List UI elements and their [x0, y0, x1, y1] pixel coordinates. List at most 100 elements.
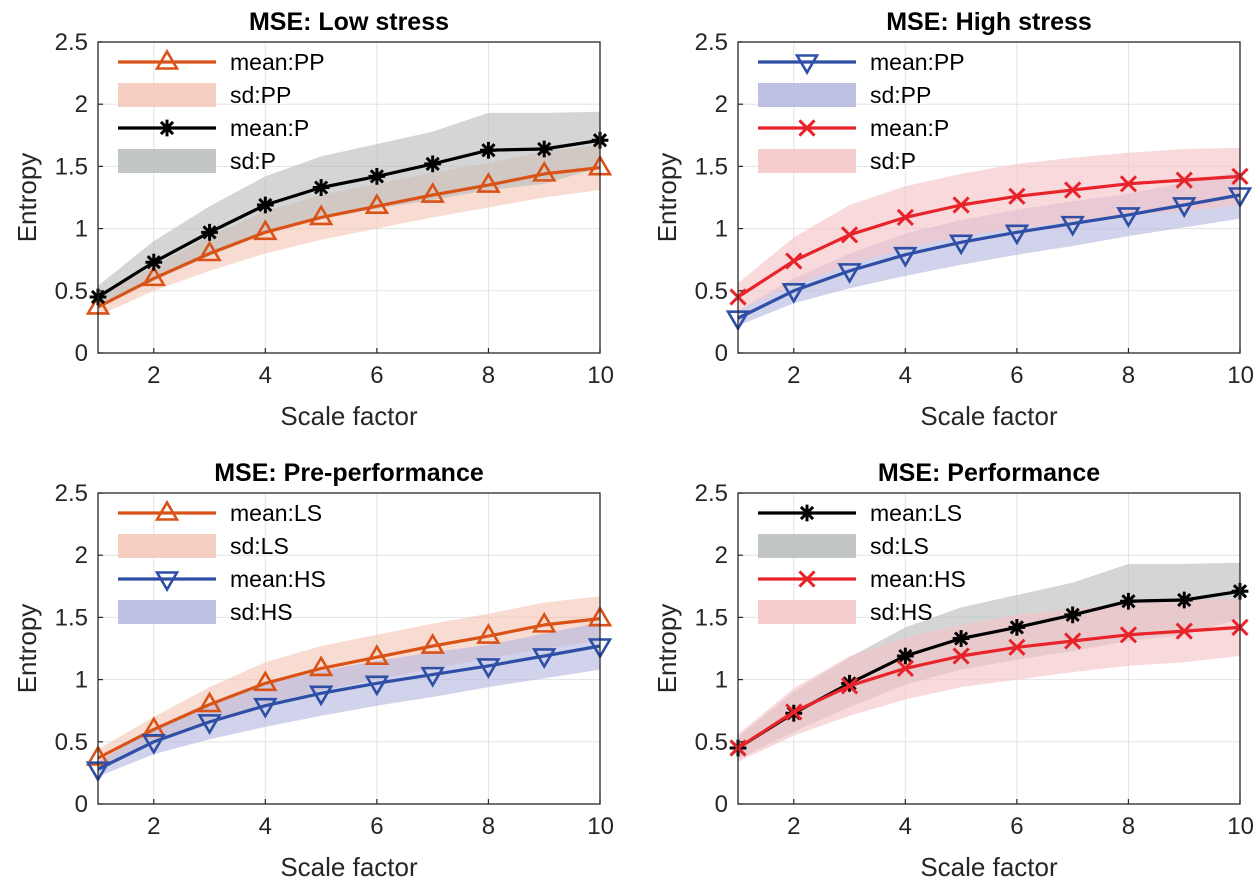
data-point-marker [1064, 181, 1082, 199]
y-tick-label: 1.5 [55, 604, 88, 631]
axes-frame [97, 41, 601, 354]
legend-swatch-sd-1 [758, 83, 856, 107]
data-point-marker [420, 632, 445, 654]
x-tick-label: 10 [1227, 813, 1254, 840]
data-point-marker [476, 622, 501, 644]
data-point-marker [952, 630, 970, 647]
legend-swatch-sd-2 [118, 600, 216, 624]
x-tick-label: 4 [899, 362, 912, 389]
y-tick-label: 1.5 [55, 153, 88, 180]
legend-swatch-sd-2 [758, 149, 856, 173]
x-tick-label: 2 [147, 362, 160, 389]
x-tick-label: 6 [1010, 362, 1023, 389]
y-tick-label: 1.5 [695, 153, 728, 180]
x-tick-label: 4 [259, 362, 272, 389]
chart-panel-1: 0 0.5 1 1.5 2 2.5 2 4 6 8 10 MSE: Low stress Scale f… [12, 8, 614, 431]
legend-marker [154, 48, 180, 70]
data-point-marker [364, 644, 390, 666]
data-point-marker [308, 655, 334, 677]
x-tick-label: 4 [259, 813, 272, 840]
data-point-marker [1175, 591, 1193, 609]
data-point-marker [141, 733, 167, 755]
legend-label-mean: mean:HS [230, 566, 326, 592]
y-tick-label: 0.5 [55, 729, 88, 756]
mean-line-2 [97, 138, 601, 299]
chart-title: MSE: Performance [878, 459, 1100, 487]
data-point-marker [368, 167, 386, 185]
axes-frame [737, 41, 1241, 354]
y-tick-label: 1 [715, 667, 728, 694]
y-tick-label: 1 [75, 216, 88, 243]
x-tick-label: 4 [899, 813, 912, 840]
y-axis-label: Entropy [12, 153, 42, 243]
data-point-marker [785, 252, 803, 270]
legend-marker [158, 119, 176, 137]
data-point-marker [840, 677, 859, 695]
data-point-marker [840, 226, 859, 244]
data-point-marker [1119, 175, 1138, 193]
legend-swatch-sd-2 [758, 600, 856, 624]
data-point-marker [893, 246, 918, 268]
mean-line-2 [737, 625, 1241, 750]
data-point-marker [253, 697, 278, 719]
data-point-marker [424, 155, 442, 173]
x-tick-label: 6 [1010, 813, 1023, 840]
y-tick-label: 0 [75, 791, 88, 818]
data-point-marker [253, 670, 278, 692]
x-tick-label: 2 [147, 813, 160, 840]
data-point-marker [197, 714, 222, 735]
legend-label-mean: mean:LS [870, 500, 962, 526]
mean-line-2 [737, 174, 1241, 299]
mean-line-1 [97, 166, 601, 309]
data-point-marker [476, 171, 501, 193]
legend-label-sd: sd:PP [870, 82, 931, 108]
data-point-marker [952, 647, 970, 665]
sd-band-2 [98, 111, 600, 309]
y-tick-label: 0 [75, 340, 88, 367]
data-point-marker [197, 691, 222, 713]
data-point-marker [1004, 224, 1030, 246]
x-axis-label: Scale factor [920, 852, 1058, 882]
x-tick-label: 8 [482, 362, 495, 389]
y-tick-label: 2.5 [695, 29, 728, 56]
legend-label-mean: mean:HS [870, 566, 966, 592]
y-tick-label: 2 [715, 542, 728, 569]
legend-marker [798, 504, 816, 522]
legend-label-sd: sd:HS [230, 599, 293, 625]
legend-marker [798, 570, 816, 588]
data-point-marker [253, 219, 278, 241]
y-axis-label: Entropy [652, 153, 682, 243]
legend-label-mean: mean:P [230, 115, 309, 141]
legend-label-sd: sd:P [230, 148, 276, 174]
legend-marker [154, 499, 180, 521]
sd-band-2 [738, 598, 1240, 762]
x-axis-label: Scale factor [280, 401, 418, 431]
data-point-marker [531, 611, 557, 633]
data-point-marker [308, 685, 334, 707]
data-point-marker [1119, 626, 1138, 644]
y-tick-label: 1 [75, 667, 88, 694]
y-tick-label: 0.5 [695, 278, 728, 305]
data-point-marker [1064, 632, 1082, 650]
legend-swatch-sd-1 [118, 534, 216, 558]
x-tick-label: 6 [370, 813, 383, 840]
legend-swatch-sd-1 [758, 534, 856, 558]
x-tick-label: 8 [1122, 362, 1135, 389]
legend-label-sd: sd:LS [870, 533, 929, 559]
data-point-marker [364, 675, 390, 697]
y-tick-label: 0.5 [695, 729, 728, 756]
sd-band-2 [738, 147, 1240, 311]
y-tick-label: 0 [715, 791, 728, 818]
data-point-marker [785, 703, 803, 721]
axes-frame [737, 492, 1241, 805]
y-tick-label: 2 [75, 91, 88, 118]
data-point-marker [1008, 638, 1026, 656]
sd-band-2 [98, 622, 600, 777]
data-point-marker [896, 208, 914, 227]
data-point-marker [1116, 207, 1141, 228]
data-point-marker [1120, 592, 1137, 610]
chart-title: MSE: Low stress [249, 8, 449, 36]
data-point-marker [145, 253, 163, 271]
axes-frame [97, 492, 601, 805]
